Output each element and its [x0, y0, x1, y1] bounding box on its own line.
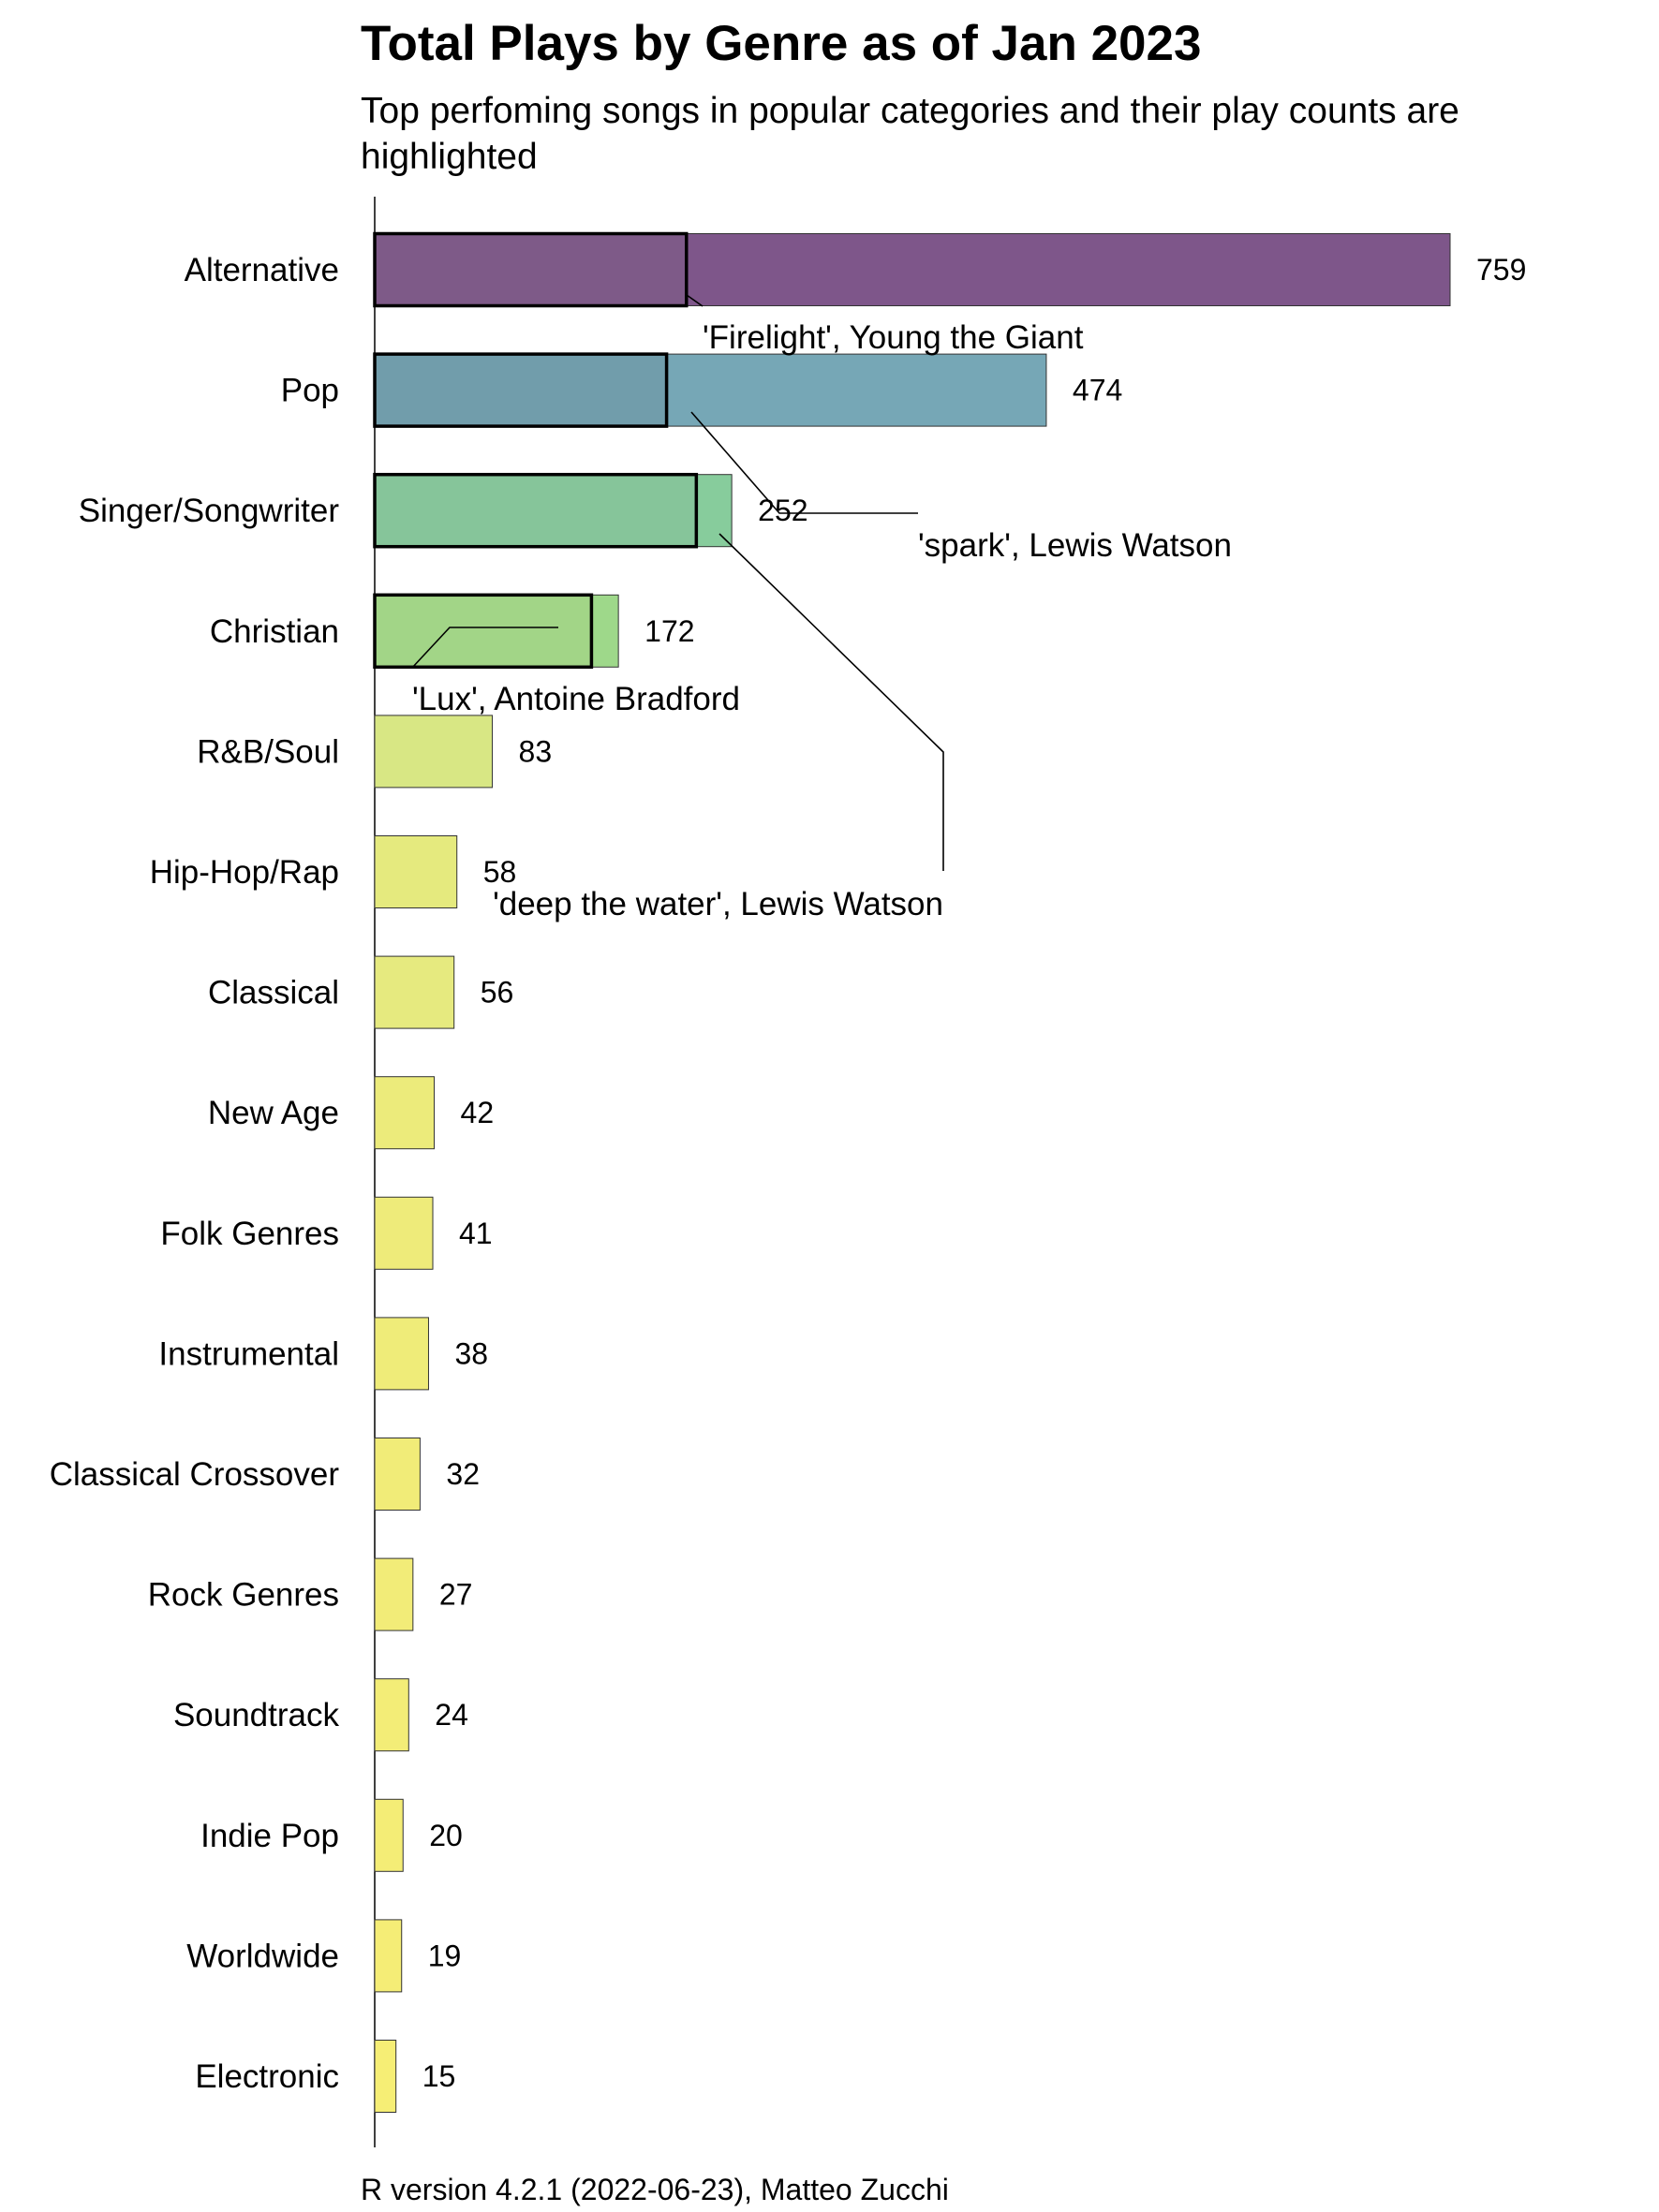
- category-label-new-age: New Age: [208, 1095, 339, 1131]
- bars-layer: Alternative 759 Pop 474 Singer/Songwriter 252…: [50, 233, 1526, 2113]
- value-label-hip-hop-rap: 58: [483, 855, 517, 889]
- category-label-soundtrack: Soundtrack: [173, 1697, 340, 1733]
- chart-subtitle-line-2: highlighted: [361, 137, 538, 177]
- category-label-pop: Pop: [281, 373, 339, 409]
- bar-classical-crossover: [374, 1438, 421, 1511]
- value-label-classical: 56: [481, 976, 514, 1010]
- bar-folk-genres: [374, 1196, 434, 1270]
- annotation-label-singer-songwriter: 'deep the water', Lewis Watson: [493, 886, 943, 922]
- value-label-soundtrack: 24: [435, 1698, 468, 1732]
- value-label-singer-songwriter: 252: [758, 494, 807, 527]
- category-label-worldwide: Worldwide: [186, 1938, 339, 1974]
- value-label-new-age: 42: [461, 1096, 495, 1129]
- highlight-bar-pop: [373, 352, 669, 428]
- annotation-label-christian: 'Lux', Antoine Bradford: [412, 681, 740, 717]
- chart-subtitle-line-1: Top perfoming songs in popular categorie…: [361, 91, 1459, 131]
- annotation-leader-alternative: [686, 294, 704, 307]
- category-label-singer-songwriter: Singer/Songwriter: [79, 493, 340, 529]
- chart-caption: R version 4.2.1 (2022-06-23), Matteo Zuc…: [361, 2173, 949, 2206]
- bar-classical: [374, 955, 455, 1029]
- bar-r-b-soul: [374, 715, 494, 789]
- annotations-layer: 'Firelight', Young the Giant 'spark', Lew…: [373, 231, 1232, 922]
- annotation-label-alternative: 'Firelight', Young the Giant: [703, 319, 1084, 356]
- value-label-rock-genres: 27: [439, 1578, 473, 1612]
- category-label-hip-hop-rap: Hip-Hop/Rap: [150, 854, 339, 891]
- category-label-instrumental: Instrumental: [158, 1335, 339, 1372]
- bar-indie-pop: [374, 1798, 404, 1872]
- category-label-electronic: Electronic: [195, 2058, 339, 2095]
- value-label-worldwide: 19: [428, 1939, 462, 1972]
- value-label-r-b-soul: 83: [519, 734, 553, 768]
- bar-hip-hop-rap: [374, 835, 458, 908]
- category-label-rock-genres: Rock Genres: [148, 1577, 339, 1614]
- highlight-bar-alternative: [373, 231, 689, 308]
- category-label-classical: Classical: [208, 975, 339, 1011]
- category-label-classical-crossover: Classical Crossover: [50, 1456, 340, 1493]
- chart-title: Total Plays by Genre as of Jan 2023: [361, 16, 1201, 71]
- annotation-label-pop: 'spark', Lewis Watson: [918, 527, 1232, 564]
- category-label-folk-genres: Folk Genres: [160, 1216, 339, 1252]
- value-label-instrumental: 38: [454, 1336, 488, 1370]
- bar-instrumental: [374, 1317, 429, 1391]
- value-label-folk-genres: 41: [459, 1217, 493, 1250]
- highlight-bar-singer-songwriter: [373, 472, 699, 549]
- value-label-indie-pop: 20: [429, 1819, 463, 1852]
- annotation-leader-christian: [411, 627, 558, 669]
- annotation-leader-singer-songwriter: [718, 533, 944, 871]
- annotation-leader-pop: [690, 411, 918, 514]
- bar-soundtrack: [374, 1678, 409, 1752]
- value-label-alternative: 759: [1476, 253, 1526, 287]
- category-label-alternative: Alternative: [185, 252, 339, 288]
- value-label-pop: 474: [1073, 374, 1122, 407]
- category-label-r-b-soul: R&B/Soul: [197, 733, 339, 770]
- bar-worldwide: [374, 1919, 403, 1993]
- category-label-christian: Christian: [210, 613, 339, 650]
- highlight-bar-christian: [373, 593, 594, 670]
- value-label-christian: 172: [644, 614, 694, 648]
- bar-rock-genres: [374, 1557, 414, 1631]
- bar-new-age: [374, 1076, 436, 1150]
- bar-electronic: [374, 2040, 397, 2113]
- value-label-electronic: 15: [422, 2059, 456, 2093]
- value-label-classical-crossover: 32: [446, 1457, 480, 1491]
- category-label-indie-pop: Indie Pop: [200, 1818, 339, 1854]
